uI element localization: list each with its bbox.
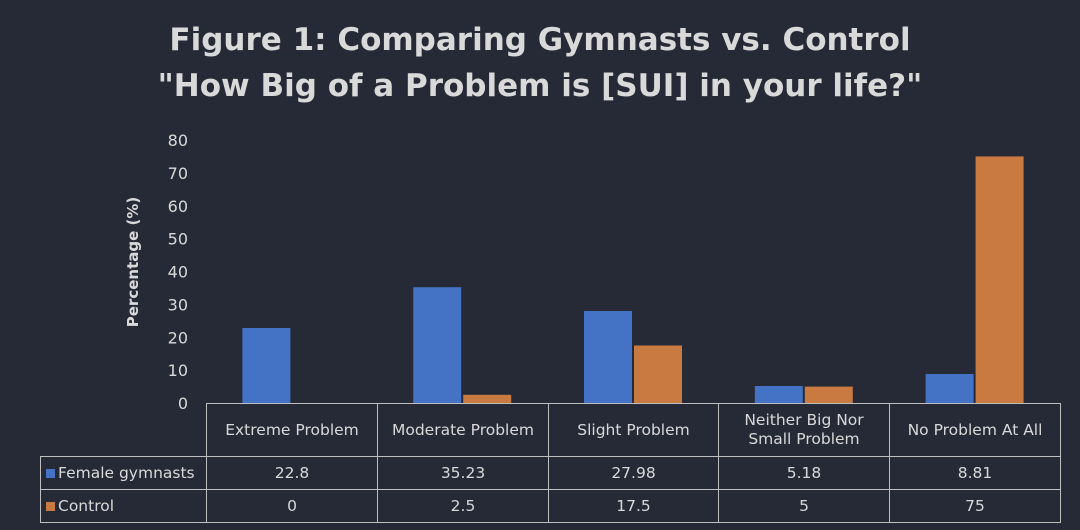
data-cell: 0 bbox=[206, 489, 378, 523]
table-row: Control 0 2.5 17.5 5 75 bbox=[40, 489, 1061, 523]
category-label: Slight Problem bbox=[577, 420, 690, 439]
chart-title-line-2: "How Big of a Problem is [SUI] in your l… bbox=[157, 68, 923, 104]
category-label: Neither Big Nor bbox=[744, 411, 864, 429]
y-tick-label: 70 bbox=[168, 164, 188, 183]
y-tick-label: 30 bbox=[168, 295, 188, 314]
bar-female-gymnasts bbox=[413, 287, 462, 403]
category-header: Neither Big Nor Small Problem bbox=[718, 403, 890, 457]
category-header: No Problem At All bbox=[889, 403, 1061, 457]
bar-female-gymnasts bbox=[925, 374, 974, 403]
legend-entry: Female gymnasts bbox=[40, 456, 207, 490]
bar-control bbox=[975, 156, 1024, 403]
y-tick-label: 10 bbox=[168, 361, 188, 380]
legend-entry: Control bbox=[40, 489, 207, 523]
category-label: Small Problem bbox=[748, 430, 860, 448]
bar-control bbox=[634, 345, 682, 403]
table-row: Female gymnasts 22.8 35.23 27.98 5.18 8.81 bbox=[40, 456, 1061, 490]
data-cell: 27.98 bbox=[548, 456, 719, 490]
legend-swatch bbox=[46, 469, 55, 478]
data-cell: 5 bbox=[718, 489, 890, 523]
table-corner bbox=[40, 403, 207, 457]
chart-title-line-1: Figure 1: Comparing Gymnasts vs. Control bbox=[169, 22, 911, 58]
category-label: No Problem At All bbox=[907, 420, 1043, 439]
series-name: Control bbox=[58, 497, 115, 515]
category-label: Moderate Problem bbox=[391, 420, 534, 439]
data-table: Extreme Problem Moderate Problem Slight Pr… bbox=[40, 403, 1061, 523]
category-header: Moderate Problem bbox=[377, 403, 549, 457]
y-tick-label: 60 bbox=[168, 197, 188, 216]
series-name: Female gymnasts bbox=[58, 464, 195, 482]
data-cell: 35.23 bbox=[377, 456, 549, 490]
data-cell: 8.81 bbox=[889, 456, 1061, 490]
bar-female-gymnasts bbox=[242, 328, 291, 403]
legend-swatch bbox=[46, 502, 55, 511]
data-cell: 2.5 bbox=[377, 489, 549, 523]
bar-female-gymnasts bbox=[754, 386, 803, 403]
data-cell: 75 bbox=[889, 489, 1061, 523]
y-tick-label: 50 bbox=[168, 230, 188, 249]
category-label: Extreme Problem bbox=[225, 420, 359, 439]
bar-control bbox=[804, 386, 853, 403]
bars bbox=[242, 156, 1024, 403]
data-cell: 17.5 bbox=[548, 489, 719, 523]
y-tick-label: 40 bbox=[168, 263, 188, 282]
y-tick-label: 80 bbox=[168, 131, 188, 150]
data-cell: 22.8 bbox=[206, 456, 378, 490]
y-tick-label: 20 bbox=[168, 328, 188, 347]
category-header: Slight Problem bbox=[548, 403, 719, 457]
bar-female-gymnasts bbox=[584, 311, 632, 403]
bar-control bbox=[463, 394, 512, 403]
category-header: Extreme Problem bbox=[206, 403, 378, 457]
data-cell: 5.18 bbox=[718, 456, 890, 490]
y-axis-label: Percentage (%) bbox=[124, 197, 142, 327]
